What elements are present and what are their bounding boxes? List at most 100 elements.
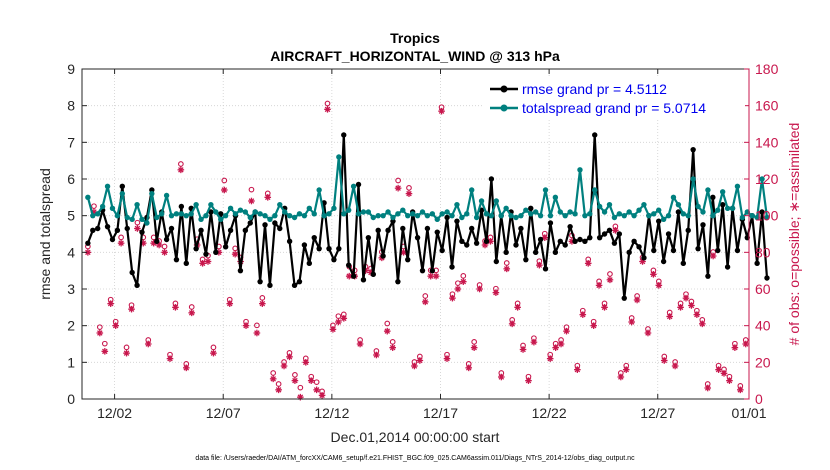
spread-point [203,212,209,219]
spread-point [188,211,194,217]
obs-assimilated-marker [101,348,109,355]
spread-point [764,214,770,221]
spread-point [724,205,731,212]
y-tick-label: 8 [67,98,75,114]
obs-assimilated-stroke [324,106,331,113]
obs-assimilated-marker [671,362,679,370]
x-tick-label: 12/12 [314,405,349,421]
spread-point [114,212,121,219]
obs-assimilated-stroke [628,319,635,325]
spread-point [547,212,554,219]
obs-possible-marker [297,384,304,391]
spread-point [385,209,391,215]
rmse-point [237,267,244,274]
spread-point [542,187,549,193]
obs-assimilated-marker [628,318,635,326]
obs-assimilated-stroke [726,377,733,384]
spread-point [454,201,460,208]
y-tick-label: 5 [67,208,75,224]
rmse-point [365,234,372,241]
spread-point [390,214,396,221]
obs-assimilated-stroke [634,297,640,303]
spread-point [577,167,583,173]
rmse-point [710,194,716,201]
rmse-point [341,132,347,138]
obs-assimilated-stroke [601,304,608,311]
obs-assimilated-marker [438,107,445,115]
y-ticks: 0 1 2 3 4 5 6 7 8 9 [67,61,87,407]
obs-assimilated-marker [525,377,532,384]
rmse-point [198,227,204,234]
x-axis-label: Dec.01,2014 00:00:00 start [331,429,500,445]
legend-spread-label: totalspread grand pr = 5.0714 [522,100,706,116]
rmse-point [375,227,381,234]
y-tick-label: 4 [67,244,75,260]
rmse-point [444,214,450,221]
obs-assimilated-marker [269,375,277,383]
obs-assimilated-marker [394,184,402,192]
obs-assimilated-marker [465,364,473,372]
obs-assimilated-marker [552,344,559,351]
rmse-point [203,251,209,257]
obs-assimilated-marker [546,355,554,362]
rmse-point [483,238,490,245]
spread-point [365,209,372,215]
obs-assimilated-stroke [254,330,260,336]
obs-assimilated-marker [726,377,733,384]
obs-assimilated-stroke [330,326,336,333]
rmse-point [488,176,495,182]
spread-point [700,209,706,215]
rmse-point [675,209,682,215]
obs-assimilated-stroke [433,273,439,279]
spread-point [483,211,490,217]
obs-assimilated-stroke [373,352,380,358]
spread-point [414,212,421,219]
obs-assimilated-marker [383,327,391,335]
spread-point [370,214,376,221]
obs-assimilated-marker [329,326,337,333]
rmse-point [631,238,637,245]
obs-assimilated-stroke [102,348,108,355]
rmse-point [592,132,598,138]
obs-markers [84,100,750,401]
obs-assimilated-marker [416,357,424,364]
spread-point [710,212,716,219]
rmse-point [326,245,332,252]
spread-point [729,205,736,212]
obs-assimilated-stroke [178,167,184,173]
rmse-point [405,256,411,263]
obs-assimilated-stroke [85,249,91,256]
rmse-point [542,266,549,272]
obs-assimilated-marker [519,346,527,353]
rmse-point [680,260,687,267]
obs-assimilated-stroke [612,227,619,234]
spread-point [168,212,175,219]
obs-assimilated-stroke [221,187,228,193]
spread-point [213,209,219,215]
obs-assimilated-stroke [683,295,689,301]
rmse-point [385,227,391,234]
rmse-point [183,260,189,267]
obs-assimilated-marker [199,260,206,267]
rmse-point [218,211,224,217]
obs-possible-marker [406,184,412,191]
obs-assimilated-marker [204,258,212,265]
obs-assimilated-marker [737,386,744,394]
obs-assimilated-marker [617,373,625,381]
obs-assimilated-stroke [574,366,581,373]
rmse-point [168,225,175,232]
rmse-point [734,247,741,254]
obs-assimilated-marker [340,315,348,322]
spread-point [360,209,367,215]
spread-point [695,203,701,210]
spread-point [345,207,352,213]
obs-assimilated-marker [514,304,521,311]
rmse-point [193,245,199,252]
rmse-point [513,242,519,248]
obs-assimilated-marker [563,327,570,335]
y-tick-label: 1 [67,354,75,370]
rmse-point [656,218,662,224]
obs-assimilated-marker [731,344,739,351]
y2-tick-label: 60 [755,281,771,297]
y2-tick-label: 160 [755,98,779,114]
